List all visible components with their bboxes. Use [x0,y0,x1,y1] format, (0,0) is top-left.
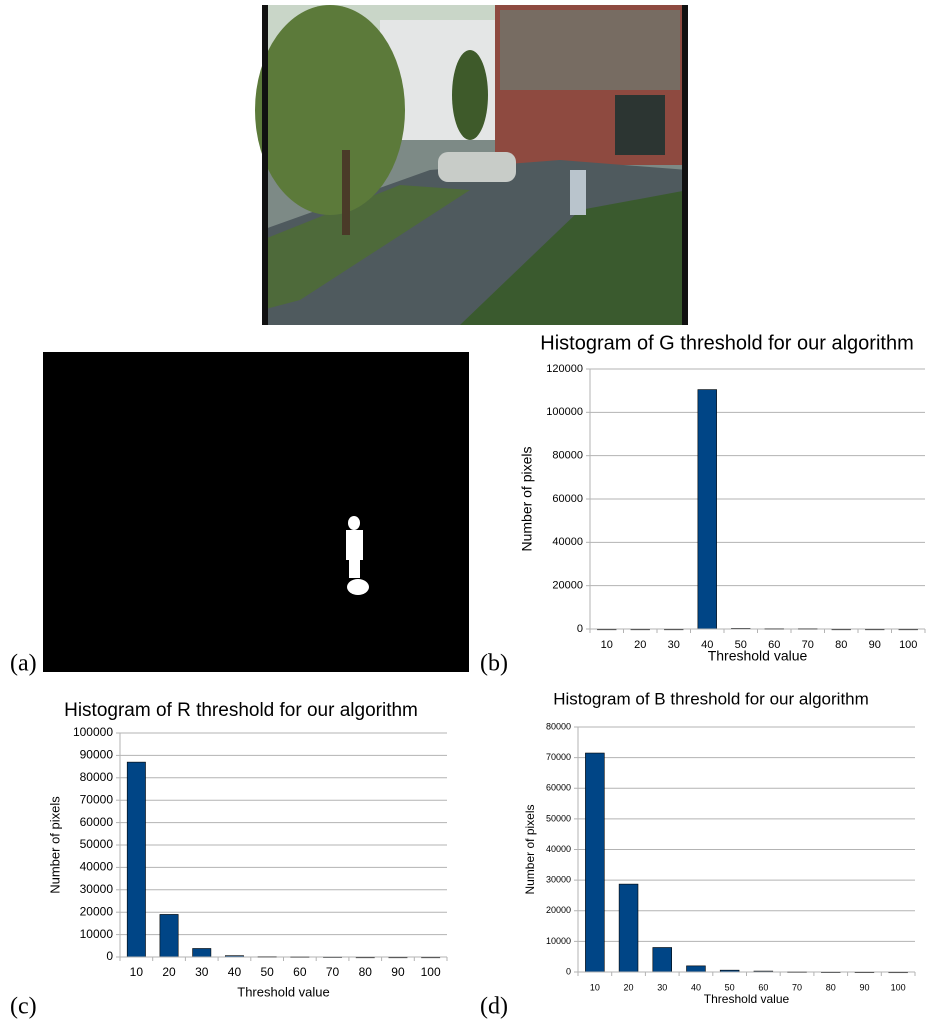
y-tick-label: 90000 [80,748,114,762]
x-tick-label: 20 [634,639,646,651]
x-tick-label: 100 [421,965,441,979]
y-tick-label: 70000 [80,792,114,806]
y-axis-label: Number of pixels [519,446,535,551]
chart-title: Histogram of G threshold for our algorit… [540,332,914,354]
y-tick-label: 100000 [73,725,113,739]
y-tick-label: 40000 [546,844,571,854]
bar [159,914,179,958]
x-tick-label: 70 [792,982,802,992]
y-tick-label: 40000 [80,860,114,874]
y-tick-label: 0 [566,966,571,976]
panel-label: (d) [480,994,508,1020]
bar [686,965,706,973]
x-tick-label: 80 [826,982,836,992]
y-tick-label: 50000 [80,837,114,851]
bar [585,752,605,973]
x-tick-label: 60 [758,982,768,992]
x-tick-label: 70 [326,965,340,979]
x-tick-label: 40 [691,982,701,992]
y-tick-label: 80000 [552,450,583,462]
y-tick-label: 0 [577,623,583,635]
x-tick-label: 100 [899,639,917,651]
x-tick-label: 20 [162,965,176,979]
chart-title: Histogram of B threshold for our algorit… [553,689,869,708]
x-tick-label: 30 [657,982,667,992]
bar [192,948,212,958]
x-tick-label: 40 [701,639,713,651]
x-tick-label: 30 [195,965,209,979]
y-tick-label: 10000 [80,927,114,941]
x-tick-label: 20 [624,982,634,992]
x-tick-label: 10 [590,982,600,992]
y-tick-label: 80000 [546,721,571,731]
x-tick-label: 80 [359,965,373,979]
y-tick-label: 70000 [546,752,571,762]
y-tick-label: 60000 [552,493,583,505]
x-tick-label: 60 [768,639,780,651]
x-tick-label: 70 [802,639,814,651]
x-tick-label: 10 [130,965,144,979]
x-tick-label: 50 [735,639,747,651]
y-tick-label: 30000 [546,875,571,885]
x-tick-label: 90 [869,639,881,651]
photo [255,5,688,325]
x-tick-label: 80 [835,639,847,651]
x-tick-label: 90 [391,965,405,979]
x-axis-label: Threshold value [708,648,808,664]
y-tick-label: 50000 [546,813,571,823]
chart-title: Histogram of R threshold for our algorit… [64,700,418,721]
y-axis-label: Number of pixels [47,796,62,894]
x-axis-label: Threshold value [704,992,790,1006]
bar [652,947,672,973]
bar [697,389,717,630]
y-tick-label: 0 [106,949,113,963]
panel-label: (b) [480,651,508,677]
x-tick-label: 90 [859,982,869,992]
y-tick-label: 40000 [552,536,583,548]
y-tick-label: 80000 [80,770,114,784]
y-tick-label: 10000 [546,936,571,946]
bar [618,883,639,973]
x-tick-label: 60 [293,965,307,979]
bar [126,761,146,958]
y-tick-label: 20000 [80,904,114,918]
y-tick-label: 120000 [546,363,583,375]
x-tick-label: 10 [601,639,613,651]
x-tick-label: 30 [668,639,680,651]
y-tick-label: 60000 [546,783,571,793]
y-tick-label: 20000 [546,905,571,915]
y-axis-label: Number of pixels [523,804,537,894]
x-tick-label: 100 [891,982,906,992]
x-tick-label: 50 [260,965,274,979]
y-tick-label: 30000 [80,882,114,896]
y-tick-label: 100000 [546,406,583,418]
mask-image [43,352,469,672]
x-tick-label: 40 [228,965,242,979]
y-tick-label: 20000 [552,580,583,592]
x-tick-label: 50 [725,982,735,992]
x-axis-label: Threshold value [237,984,330,999]
y-tick-label: 60000 [80,815,114,829]
panel-label: (a) [10,651,37,677]
panel-label: (c) [10,994,37,1020]
